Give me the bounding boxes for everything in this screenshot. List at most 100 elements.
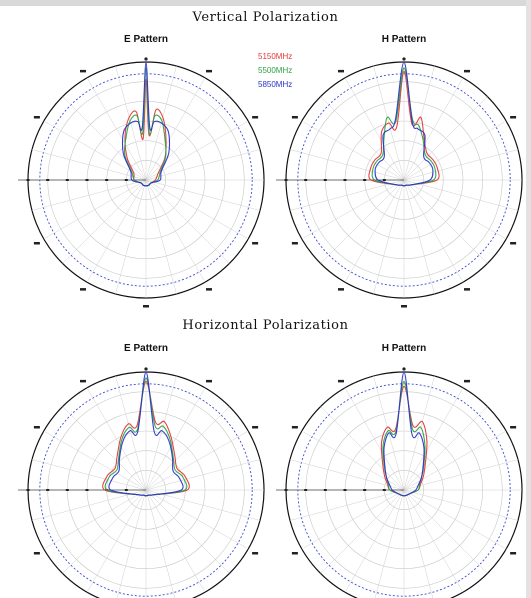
polar-chart-3 bbox=[18, 367, 265, 598]
grid-spoke bbox=[86, 489, 147, 593]
angle-marker bbox=[33, 242, 40, 245]
series-line-5500MHz bbox=[371, 67, 437, 187]
grid-spoke bbox=[145, 459, 261, 491]
grid-spoke bbox=[62, 179, 147, 264]
grid-spoke bbox=[320, 96, 405, 181]
series-line-5850MHz bbox=[374, 61, 434, 187]
axis-tick bbox=[85, 489, 89, 491]
grid-spoke bbox=[145, 179, 230, 264]
angle-marker bbox=[80, 69, 86, 73]
series-line-5150MHz bbox=[368, 70, 440, 187]
grid-spoke bbox=[301, 120, 405, 181]
grid-spoke bbox=[403, 179, 507, 240]
grid-spoke bbox=[43, 120, 147, 181]
grid-spoke bbox=[31, 459, 147, 491]
angle-marker bbox=[206, 288, 212, 291]
polar-chart-2 bbox=[276, 57, 523, 308]
grid-spoke bbox=[62, 406, 147, 491]
axis-tick bbox=[382, 179, 386, 181]
grid-spoke bbox=[86, 77, 147, 181]
axis-tick bbox=[65, 489, 69, 491]
angle-marker bbox=[144, 57, 148, 61]
grid-spoke bbox=[344, 179, 405, 283]
section-title-vertical: Vertical Polarization bbox=[192, 10, 339, 25]
angle-marker bbox=[33, 552, 40, 555]
angle-marker bbox=[143, 305, 149, 308]
chart-title-horizontal-h: H Pattern bbox=[381, 343, 427, 354]
series-line-5850MHz bbox=[121, 61, 171, 187]
chart-title-vertical-e: E Pattern bbox=[124, 34, 168, 45]
grid-spoke bbox=[403, 179, 435, 295]
polar-chart-1 bbox=[18, 57, 265, 308]
grid-spoke bbox=[145, 375, 177, 491]
grid-spoke bbox=[289, 179, 405, 211]
grid-spoke bbox=[145, 489, 206, 593]
grid-spoke bbox=[115, 179, 147, 295]
angle-marker bbox=[401, 305, 407, 308]
axis-tick bbox=[26, 489, 30, 491]
axis-tick bbox=[65, 179, 69, 181]
grid-spoke bbox=[31, 149, 147, 181]
angle-marker bbox=[510, 116, 517, 119]
axis-tick bbox=[124, 179, 128, 181]
grid-spoke bbox=[145, 179, 249, 240]
legend-item-5150: 5150MHz bbox=[258, 52, 293, 61]
grid-spoke bbox=[403, 179, 488, 264]
angle-marker bbox=[402, 367, 406, 371]
grid-spoke bbox=[403, 406, 488, 491]
legend-item-5850: 5850MHz bbox=[258, 80, 293, 89]
grid-spoke bbox=[344, 489, 405, 593]
grid-spoke bbox=[145, 430, 249, 491]
axis-tick bbox=[363, 179, 367, 181]
series-line-5500MHz bbox=[382, 380, 426, 497]
grid-spoke bbox=[403, 387, 464, 491]
angle-marker bbox=[252, 116, 259, 119]
grid-spoke bbox=[403, 489, 464, 593]
grid-spoke bbox=[145, 179, 261, 211]
grid-spoke bbox=[145, 77, 206, 181]
axis-tick bbox=[363, 489, 367, 491]
section-title-horizontal: Horizontal Polarization bbox=[182, 318, 349, 333]
grid-spoke bbox=[403, 489, 434, 598]
grid-spoke bbox=[145, 489, 261, 521]
grid-spoke bbox=[289, 459, 405, 491]
grid-spoke bbox=[403, 77, 464, 181]
grid-spoke bbox=[344, 387, 405, 491]
axis-tick bbox=[26, 179, 30, 181]
grid-spoke bbox=[403, 65, 435, 181]
grid-spoke bbox=[301, 430, 405, 491]
grid-spoke bbox=[403, 179, 464, 283]
grid-spoke bbox=[320, 406, 405, 491]
polar-chart-4 bbox=[276, 367, 523, 598]
grid-spoke bbox=[374, 489, 405, 598]
grid-spoke bbox=[403, 120, 507, 181]
angle-marker bbox=[402, 57, 406, 61]
angle-marker bbox=[464, 69, 470, 73]
angle-marker bbox=[80, 288, 86, 291]
axis-tick bbox=[46, 179, 50, 181]
grid-spoke bbox=[403, 489, 507, 550]
angle-marker bbox=[33, 426, 40, 429]
axis-tick bbox=[343, 179, 347, 181]
angle-marker bbox=[338, 288, 344, 291]
grid-spoke bbox=[289, 149, 405, 181]
chart-title-horizontal-e: E Pattern bbox=[124, 343, 168, 354]
axis-tick bbox=[284, 489, 288, 491]
grid-spoke bbox=[145, 149, 261, 181]
grid-spoke bbox=[145, 489, 176, 598]
angle-marker bbox=[206, 379, 212, 383]
grid-spoke bbox=[301, 489, 405, 550]
grid-spoke bbox=[145, 489, 230, 574]
angle-marker bbox=[252, 552, 259, 555]
grid-spoke bbox=[43, 489, 147, 550]
angle-marker bbox=[80, 379, 86, 383]
grid-spoke bbox=[86, 387, 147, 491]
angle-marker bbox=[252, 242, 259, 245]
grid-spoke bbox=[62, 96, 147, 181]
grid-spoke bbox=[320, 489, 405, 574]
grid-spoke bbox=[403, 459, 519, 491]
series-line-5150MHz bbox=[102, 380, 190, 497]
axis-tick bbox=[304, 489, 308, 491]
